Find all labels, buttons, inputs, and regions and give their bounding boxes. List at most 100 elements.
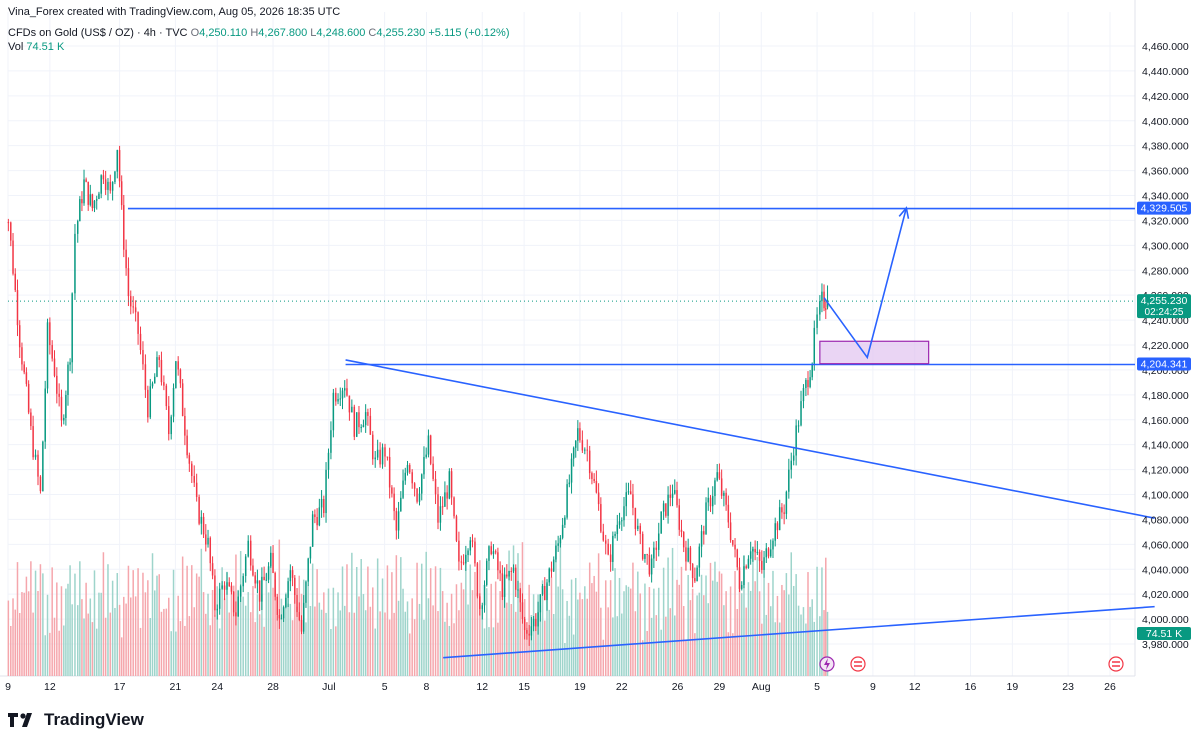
volume-bar: [294, 587, 296, 676]
candle-body: [494, 551, 497, 553]
volume-bar: [552, 614, 555, 676]
candle-body: [550, 568, 553, 572]
volume-bar: [738, 570, 741, 676]
drawings[interactable]: [8, 206, 1155, 659]
candle-body: [503, 574, 506, 597]
volume-bar: [69, 565, 71, 676]
y-tick-label: 4,180.000: [1142, 390, 1189, 402]
candle-body: [163, 382, 165, 386]
x-tick-label: 19: [574, 681, 586, 693]
close-label: C: [368, 27, 377, 39]
candle-body: [237, 596, 239, 617]
volume-bar: [790, 552, 793, 676]
candle-body: [691, 563, 694, 579]
candle-body: [230, 586, 233, 592]
symbol-name[interactable]: CFDs on Gold (US$ / OZ) · 4h · TVC: [8, 27, 188, 39]
open-value: 4,250.110: [199, 27, 248, 39]
volume-bar: [391, 572, 393, 676]
candle-body: [362, 425, 365, 428]
volume-bar: [406, 601, 409, 676]
volume-bar: [408, 633, 411, 676]
volume-bar: [287, 603, 289, 676]
candle-body: [30, 412, 32, 427]
candle-body: [698, 546, 701, 568]
volume-bar: [788, 594, 790, 676]
candle-body: [718, 472, 721, 479]
volume-bar: [358, 596, 360, 676]
candle-body: [519, 589, 521, 603]
volume-bar: [564, 643, 566, 676]
candle-body: [74, 233, 76, 294]
candle-body: [448, 471, 451, 499]
candle-body: [490, 546, 492, 555]
volume-bar: [448, 625, 451, 676]
candle-body: [662, 503, 665, 512]
volume-bar: [179, 621, 182, 676]
price-axis[interactable]: 4,460.000 4,440.000 4,420.000 4,400.000 4,38…: [1142, 41, 1189, 651]
volume-bar: [351, 552, 353, 676]
volume-bar: [600, 607, 602, 676]
volume-bar: [393, 612, 395, 676]
tradingview-logo[interactable]: TradingView: [8, 710, 144, 730]
volume-bar: [14, 609, 17, 676]
candle-body: [160, 359, 163, 383]
volume-bar: [749, 590, 752, 676]
volume-bar: [763, 577, 765, 676]
volume-bar: [450, 593, 453, 676]
candle-body: [341, 390, 344, 399]
volume-bar: [202, 592, 205, 676]
candle-body: [81, 199, 83, 204]
volume-bar: [53, 617, 56, 676]
candle-body: [559, 537, 562, 544]
candle-body: [14, 273, 17, 291]
projection-path: [823, 207, 908, 360]
volume-bar: [51, 567, 53, 676]
volume-bar: [537, 594, 539, 676]
candle-body: [184, 415, 186, 436]
volume-bar: [455, 584, 458, 676]
candle-body: [60, 396, 63, 421]
volume-bar: [67, 583, 69, 676]
volume-bar: [572, 634, 575, 676]
open-label: O: [190, 27, 200, 39]
volume-bar: [530, 615, 533, 676]
volume-bar: [711, 580, 714, 676]
volume-bar: [595, 591, 598, 676]
volume-bar: [446, 602, 448, 676]
volume-bar: [604, 580, 607, 676]
candle-body: [429, 435, 432, 464]
candle-body: [388, 457, 391, 488]
candle-body: [200, 516, 203, 524]
candle-body: [541, 586, 544, 595]
candle-body: [278, 615, 281, 619]
volume-bar: [332, 587, 335, 676]
volume-bar: [694, 633, 696, 676]
volume-bar: [646, 630, 648, 676]
candle-body: [71, 293, 73, 363]
candle-body: [523, 618, 526, 631]
candle-body: [195, 482, 198, 497]
candle-body: [239, 586, 242, 597]
price-label-tag: [1137, 357, 1191, 371]
candle-body: [469, 540, 472, 551]
candle-body: [570, 458, 573, 483]
volume-bar: [483, 628, 486, 676]
volume-bar: [469, 564, 472, 676]
volume-bar: [254, 622, 256, 676]
close-value: 4,255.230: [376, 27, 426, 39]
volume-bar: [149, 618, 152, 676]
candle-body: [406, 465, 409, 473]
candle-body: [521, 602, 524, 619]
volume-bar: [379, 611, 381, 676]
candle-body: [102, 175, 105, 180]
candle-body: [660, 511, 662, 534]
time-axis[interactable]: 9 12 17 21 24 28 Jul 5 8 12 15 19 22 26 29 Aug 5 9 12 16 19 2…: [5, 681, 1116, 693]
volume-bar: [441, 591, 444, 676]
volume-bar: [163, 608, 165, 676]
candle-body: [98, 193, 100, 200]
candle-body: [621, 520, 623, 522]
volume-label[interactable]: Vol: [8, 41, 24, 53]
volume-bar: [800, 614, 802, 676]
candle-body: [247, 540, 249, 557]
